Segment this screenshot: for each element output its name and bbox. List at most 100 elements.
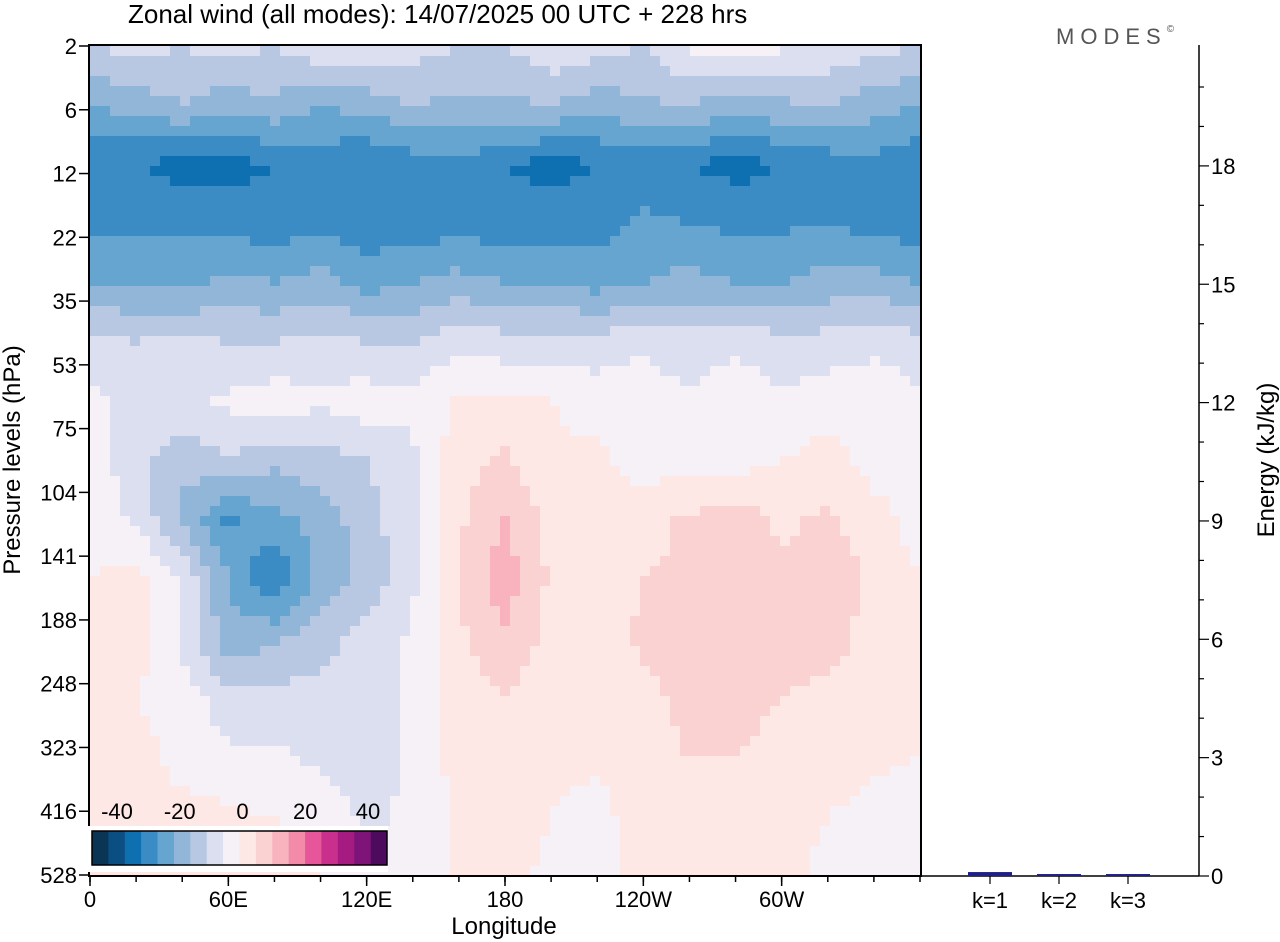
heatmap-cell bbox=[90, 376, 271, 387]
heatmap-cell bbox=[390, 576, 421, 587]
heatmap-cell bbox=[90, 246, 361, 257]
heatmap-cell bbox=[440, 516, 471, 527]
heatmap-cell bbox=[90, 226, 621, 237]
heatmap-cell bbox=[90, 216, 631, 227]
heatmap-cell bbox=[160, 746, 291, 757]
heatmap-cell bbox=[850, 456, 921, 467]
heatmap-cell bbox=[280, 116, 391, 127]
heatmap-cell bbox=[730, 276, 791, 287]
y-tick-label: 75 bbox=[53, 417, 77, 442]
heatmap-cell bbox=[460, 526, 501, 537]
heatmap-cell bbox=[190, 96, 401, 107]
heatmap-cell bbox=[790, 686, 921, 697]
heatmap-cell bbox=[90, 496, 121, 507]
heatmap-cell bbox=[480, 666, 521, 677]
heatmap-cell bbox=[660, 96, 701, 107]
heatmap-cell bbox=[180, 596, 201, 607]
heatmap-cell bbox=[680, 216, 921, 227]
heatmap-cell bbox=[710, 136, 771, 147]
heatmap-cell bbox=[300, 526, 351, 537]
heatmap-cell bbox=[910, 276, 921, 287]
heatmap-cell bbox=[90, 126, 921, 137]
heatmap-cell bbox=[440, 536, 461, 547]
heatmap-cell bbox=[110, 426, 411, 437]
heatmap-cell bbox=[540, 546, 671, 557]
heatmap-cell bbox=[400, 96, 431, 107]
heatmap-cell bbox=[540, 556, 661, 567]
heatmap-cell bbox=[420, 476, 441, 487]
heatmap-cell bbox=[200, 576, 211, 587]
heatmap-cell bbox=[690, 46, 781, 57]
heatmap-cell bbox=[220, 556, 251, 567]
heatmap-cell bbox=[220, 516, 241, 527]
heatmap-cell bbox=[900, 76, 921, 87]
heatmap-cell bbox=[440, 766, 891, 777]
heatmap-cell bbox=[860, 56, 921, 67]
heatmap-cell bbox=[210, 566, 231, 577]
heatmap-cell bbox=[120, 496, 151, 507]
heatmap-cell bbox=[390, 556, 421, 567]
heatmap-cell bbox=[530, 646, 641, 657]
heatmap-cell bbox=[510, 516, 541, 527]
heatmap-cell bbox=[850, 636, 921, 647]
heatmap-cell bbox=[610, 806, 831, 817]
heatmap-cell bbox=[370, 376, 421, 387]
colorbar-label: -40 bbox=[101, 799, 133, 824]
heatmap-cell bbox=[610, 446, 801, 457]
heatmap-cell bbox=[900, 526, 921, 537]
heatmap-cell bbox=[120, 306, 201, 317]
heatmap-cell bbox=[280, 336, 361, 347]
heatmap-cell bbox=[340, 516, 381, 527]
heatmap-cell bbox=[480, 656, 531, 667]
heatmap-cell bbox=[90, 556, 161, 567]
heatmap-cell bbox=[810, 866, 921, 876]
heatmap-cell bbox=[440, 476, 481, 487]
heatmap-cell bbox=[870, 476, 921, 487]
heatmap-cell bbox=[400, 636, 441, 647]
heatmap-cell bbox=[90, 306, 121, 317]
heatmap-cell bbox=[390, 816, 451, 827]
heatmap-cell bbox=[420, 576, 441, 587]
heatmap-cell bbox=[230, 596, 301, 607]
heatmap-cell bbox=[440, 466, 481, 477]
heatmap-cell bbox=[370, 86, 591, 97]
heatmap-cell bbox=[500, 536, 511, 547]
heatmap-cell bbox=[210, 716, 401, 727]
heatmap-cell bbox=[450, 806, 551, 817]
heatmap-cell bbox=[320, 666, 401, 677]
heatmap-cell bbox=[180, 646, 201, 657]
colorbar-swatch bbox=[124, 831, 142, 865]
heatmap-cell bbox=[90, 466, 111, 477]
heatmap-cell bbox=[90, 706, 141, 717]
heatmap-cell bbox=[420, 516, 441, 527]
heatmap-cell bbox=[540, 526, 671, 537]
heatmap-cell bbox=[90, 136, 261, 147]
heatmap-cell bbox=[90, 806, 251, 817]
heatmap-cell bbox=[600, 136, 711, 147]
heatmap-cell bbox=[90, 536, 151, 547]
heatmap-cell bbox=[510, 686, 661, 697]
heatmap-cell bbox=[890, 496, 921, 507]
colorbar-label: 20 bbox=[293, 799, 317, 824]
heatmap-cell bbox=[500, 276, 651, 287]
colorbar: -40 -20 0 20 40 bbox=[88, 799, 388, 872]
heatmap-cell bbox=[640, 206, 651, 217]
heatmap-cell bbox=[140, 526, 161, 537]
heatmap-cell bbox=[150, 666, 191, 677]
heatmap-cell bbox=[190, 556, 201, 567]
heatmap-cell bbox=[200, 636, 221, 647]
heatmap-cell bbox=[540, 636, 631, 647]
colorbar-swatch bbox=[141, 831, 158, 865]
heatmap-cell bbox=[700, 266, 811, 277]
heatmap-cell bbox=[490, 586, 521, 597]
heatmap-cell bbox=[90, 436, 111, 447]
heatmap-cell bbox=[320, 606, 371, 617]
heatmap-cell bbox=[450, 866, 531, 876]
heatmap-cell bbox=[90, 696, 141, 707]
heatmap-cell bbox=[450, 296, 471, 307]
heatmap-cell bbox=[840, 526, 901, 537]
heatmap-cell bbox=[360, 816, 391, 827]
heatmap-cell bbox=[180, 626, 201, 637]
heatmap-cell bbox=[90, 286, 361, 297]
heatmap-cell bbox=[440, 586, 461, 597]
